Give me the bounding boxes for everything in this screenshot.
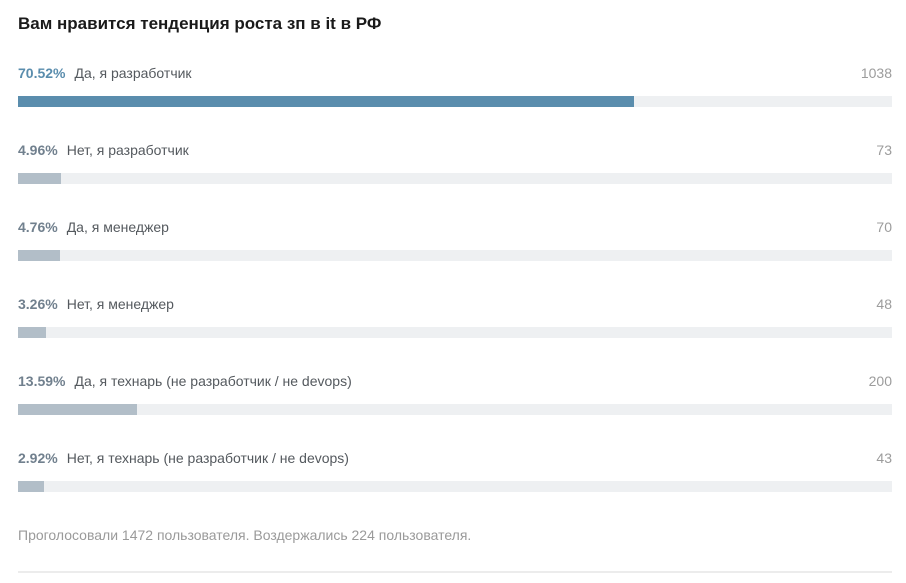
poll-option-row: 70.52% Да, я разработчик 1038 xyxy=(18,65,892,107)
option-bar-track xyxy=(18,96,892,107)
option-vote-count: 200 xyxy=(868,373,892,389)
option-vote-count: 70 xyxy=(876,219,892,235)
poll-option-header: 4.76% Да, я менеджер 70 xyxy=(18,219,892,236)
option-vote-count: 43 xyxy=(876,450,892,466)
option-bar-track xyxy=(18,327,892,338)
option-percent: 4.76% xyxy=(18,219,58,235)
option-bar-fill xyxy=(18,404,137,415)
option-bar-fill xyxy=(18,96,635,107)
poll-option-row: 3.26% Нет, я менеджер 48 xyxy=(18,296,892,338)
option-label: Да, я менеджер xyxy=(66,219,169,235)
option-label: Нет, я разработчик xyxy=(66,142,189,158)
poll-footer-stats: Проголосовали 1472 пользователя. Воздерж… xyxy=(18,527,472,543)
option-bar-track xyxy=(18,173,892,184)
option-label: Нет, я технарь (не разработчик / не devo… xyxy=(66,450,349,466)
poll-title: Вам нравится тенденция роста зп в it в Р… xyxy=(18,14,382,33)
poll-option-header: 4.96% Нет, я разработчик 73 xyxy=(18,142,892,159)
option-label: Нет, я менеджер xyxy=(66,296,174,312)
option-label: Да, я технарь (не разработчик / не devop… xyxy=(74,373,352,389)
poll-options-list: 70.52% Да, я разработчик 1038 4.96% Нет,… xyxy=(18,65,892,492)
option-bar-track xyxy=(18,404,892,415)
option-percent: 70.52% xyxy=(18,65,66,81)
option-bar-track xyxy=(18,250,892,261)
option-label: Да, я разработчик xyxy=(74,65,192,81)
poll-option-row: 4.76% Да, я менеджер 70 xyxy=(18,219,892,261)
poll-option-header: 70.52% Да, я разработчик 1038 xyxy=(18,65,892,82)
bottom-divider xyxy=(18,571,892,573)
poll-option-header: 3.26% Нет, я менеджер 48 xyxy=(18,296,892,313)
poll-option-row: 13.59% Да, я технарь (не разработчик / н… xyxy=(18,373,892,415)
poll-option-header: 13.59% Да, я технарь (не разработчик / н… xyxy=(18,373,892,390)
option-vote-count: 48 xyxy=(876,296,892,312)
option-percent: 4.96% xyxy=(18,142,58,158)
option-bar-fill xyxy=(18,481,44,492)
option-percent: 13.59% xyxy=(18,373,66,389)
poll-option-row: 2.92% Нет, я технарь (не разработчик / н… xyxy=(18,450,892,492)
option-bar-fill xyxy=(18,250,60,261)
option-bar-fill xyxy=(18,173,62,184)
option-vote-count: 73 xyxy=(876,142,892,158)
option-percent: 2.92% xyxy=(18,450,58,466)
poll-option-header: 2.92% Нет, я технарь (не разработчик / н… xyxy=(18,450,892,467)
option-percent: 3.26% xyxy=(18,296,58,312)
option-bar-fill xyxy=(18,327,47,338)
option-bar-track xyxy=(18,481,892,492)
option-vote-count: 1038 xyxy=(860,65,892,81)
poll-option-row: 4.96% Нет, я разработчик 73 xyxy=(18,142,892,184)
